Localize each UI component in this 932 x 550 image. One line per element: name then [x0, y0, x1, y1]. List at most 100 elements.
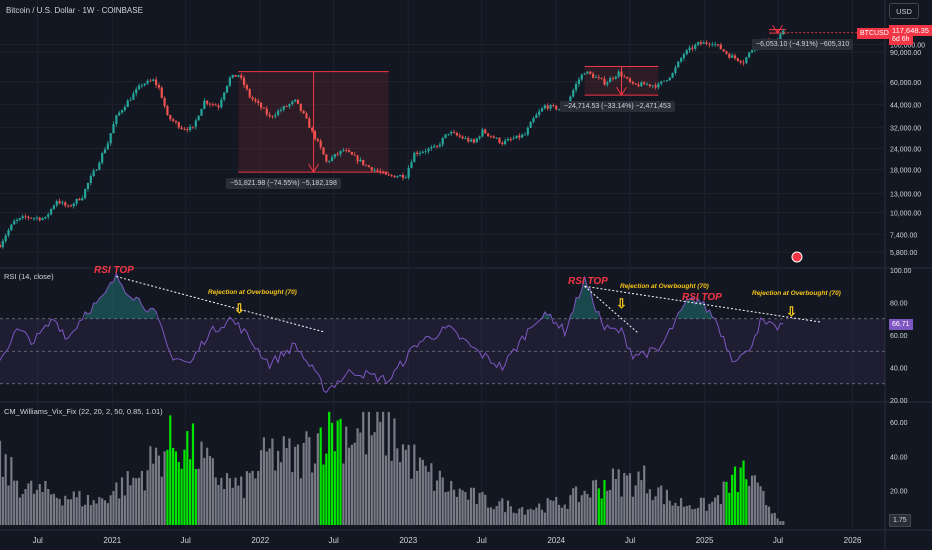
- candle-body: [418, 152, 422, 154]
- candle-body: [586, 71, 589, 74]
- vix-bar: [339, 418, 342, 525]
- vix-bar: [390, 460, 393, 525]
- vix-bar: [27, 483, 30, 525]
- candle-body: [677, 61, 680, 68]
- candle-body: [606, 82, 609, 85]
- candle-body: [498, 137, 501, 143]
- vix-bar: [356, 428, 359, 525]
- rsi-line: [0, 271, 784, 394]
- candle-body: [313, 130, 317, 140]
- candle-body: [86, 182, 90, 189]
- vix-bar: [24, 489, 27, 525]
- candle-body: [106, 143, 109, 150]
- candle-body: [711, 44, 714, 46]
- candle-body: [779, 34, 782, 40]
- vix-bar: [118, 498, 121, 525]
- vix-bar: [15, 480, 19, 525]
- vix-bar: [535, 507, 538, 525]
- vix-bar: [44, 480, 47, 525]
- rsi-overbought-fill: [85, 273, 157, 319]
- vix-bar: [634, 485, 637, 525]
- last-price-tag: 117,648.35: [889, 25, 932, 36]
- candle-body: [294, 99, 297, 102]
- candle-body: [78, 198, 81, 201]
- candle-body: [535, 114, 538, 119]
- vix-bar: [214, 477, 217, 525]
- x-tick-label: 2024: [547, 536, 565, 545]
- price-tick-label: 24,000.00: [890, 147, 921, 154]
- vix-bar: [30, 480, 33, 525]
- candle-body: [345, 150, 348, 151]
- vix-bar: [231, 487, 234, 525]
- candle-body: [347, 150, 351, 152]
- candle-body: [81, 198, 84, 201]
- vix-bar: [379, 421, 382, 525]
- vix-bar: [745, 479, 748, 525]
- earnings-icon: [791, 251, 803, 263]
- candle-body: [268, 114, 271, 117]
- vix-bar: [180, 468, 183, 525]
- vix-bar: [342, 463, 345, 525]
- candle-body: [231, 74, 234, 78]
- candle-body: [101, 153, 104, 163]
- candle-body: [367, 165, 371, 168]
- vix-bar: [597, 488, 600, 525]
- vix-bar: [277, 450, 280, 525]
- candle-body: [251, 97, 254, 100]
- vix-bar: [257, 470, 260, 525]
- candle-body: [634, 83, 637, 85]
- candle-body: [322, 147, 325, 155]
- axes: Jul 2021 Jul 2022 Jul 2023 Jul 2024 Jul 2025 Jul 20…: [33, 43, 926, 545]
- candle-body: [27, 216, 30, 218]
- vix-bar: [529, 508, 532, 525]
- candle-body: [407, 167, 410, 178]
- candle-body: [200, 108, 203, 116]
- vix-bar: [228, 478, 231, 525]
- candle-body: [416, 152, 419, 154]
- candle-body: [325, 154, 328, 162]
- candle-body: [668, 77, 671, 81]
- vix-bar: [350, 444, 353, 525]
- vix-bar: [668, 500, 671, 525]
- vix-bar: [455, 496, 458, 525]
- candle-body: [64, 202, 67, 206]
- vix-bar: [472, 487, 476, 525]
- price-tick-label: 90,000.00: [890, 50, 921, 57]
- candle-body: [126, 100, 129, 108]
- candle-body: [259, 102, 263, 108]
- vix-bar: [728, 492, 731, 525]
- vix-bar: [319, 427, 322, 525]
- candle-body: [41, 218, 44, 221]
- vix-bar: [393, 418, 396, 525]
- vix-bar: [288, 438, 291, 525]
- vix-bar: [112, 491, 115, 525]
- vix-value-tag: 1.75: [889, 514, 911, 527]
- vix-bar: [725, 481, 728, 525]
- candle-body: [44, 216, 47, 219]
- candle-body: [645, 84, 649, 86]
- vix-bar: [444, 492, 447, 525]
- vix-bar: [61, 505, 64, 525]
- price-tick-label: 44,000.00: [890, 102, 921, 109]
- candle-body: [240, 75, 243, 78]
- vix-bar: [7, 485, 10, 525]
- candle-body: [172, 119, 175, 122]
- candle-body: [538, 111, 541, 115]
- vix-bar: [452, 489, 456, 525]
- candle-body: [487, 133, 490, 136]
- currency-button[interactable]: USD: [889, 3, 919, 19]
- vix-bar: [38, 484, 41, 525]
- candle-body: [424, 151, 427, 153]
- vix-bar: [52, 493, 56, 525]
- x-tick-label: Jul: [477, 536, 487, 545]
- candle-body: [254, 99, 257, 102]
- x-tick-label: 2021: [103, 536, 121, 545]
- candle-body: [532, 118, 535, 122]
- vix-bar: [484, 494, 487, 525]
- candle-body: [489, 135, 493, 137]
- candle-body: [197, 115, 200, 121]
- candle-body: [472, 139, 476, 143]
- vix-bar: [10, 457, 13, 525]
- price-tick-label: 18,000.00: [890, 168, 921, 175]
- candle-body: [450, 132, 453, 134]
